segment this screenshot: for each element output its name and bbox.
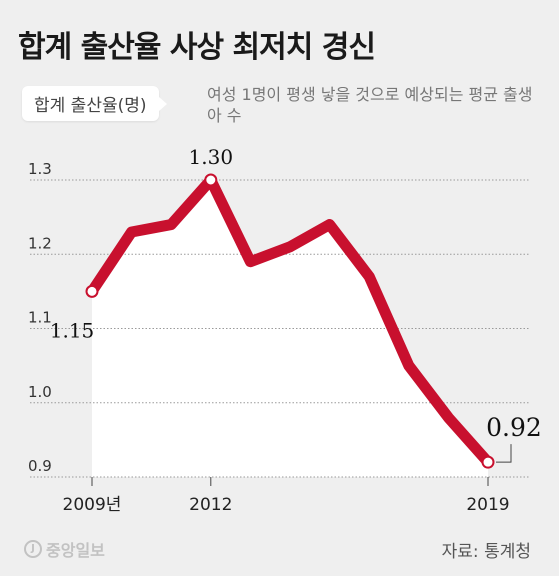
y-tick-label: 1.2 <box>28 234 52 252</box>
source-note: 자료: 통계청 <box>441 542 531 562</box>
logo-text: 중앙일보 <box>46 541 105 560</box>
data-label: 1.15 <box>50 318 95 342</box>
x-tick-label: 2019 <box>466 495 509 515</box>
data-point <box>204 173 218 187</box>
chart-title: 합계 출산율 사상 최저치 경신 <box>18 30 376 65</box>
y-tick-label: 1.0 <box>28 383 52 401</box>
label-layer: 1.15 1.30 0.92 <box>50 145 542 469</box>
line-layer <box>86 174 494 468</box>
y-tick-label: 1.1 <box>28 309 52 327</box>
data-line <box>86 174 494 468</box>
line-chart: 1.3 1.2 1.1 1.0 0.9 2009년 2012 2019 1.15 1.30 0.9… <box>28 145 542 515</box>
grid-layer: 1.3 1.2 1.1 1.0 0.9 2009년 2012 2019 <box>28 160 530 515</box>
data-label: 0.92 <box>486 413 542 442</box>
label-leader <box>496 444 512 463</box>
publisher-logo: J 중앙일보 <box>24 537 105 561</box>
data-point <box>481 455 495 469</box>
data-point <box>85 284 99 298</box>
y-tick-label: 0.9 <box>28 457 52 475</box>
logo-icon: J <box>24 540 42 558</box>
x-tick-label: 2009년 <box>63 495 122 515</box>
x-tick-label: 2012 <box>189 495 232 515</box>
y-tick-label: 1.3 <box>28 160 52 178</box>
chart-subtitle: 여성 1명이 평생 낳을 것으로 예상되는 평균 출생아 수 <box>207 85 533 125</box>
unit-label: 합계 출산율(명) <box>22 86 167 121</box>
data-label: 1.30 <box>189 145 234 169</box>
